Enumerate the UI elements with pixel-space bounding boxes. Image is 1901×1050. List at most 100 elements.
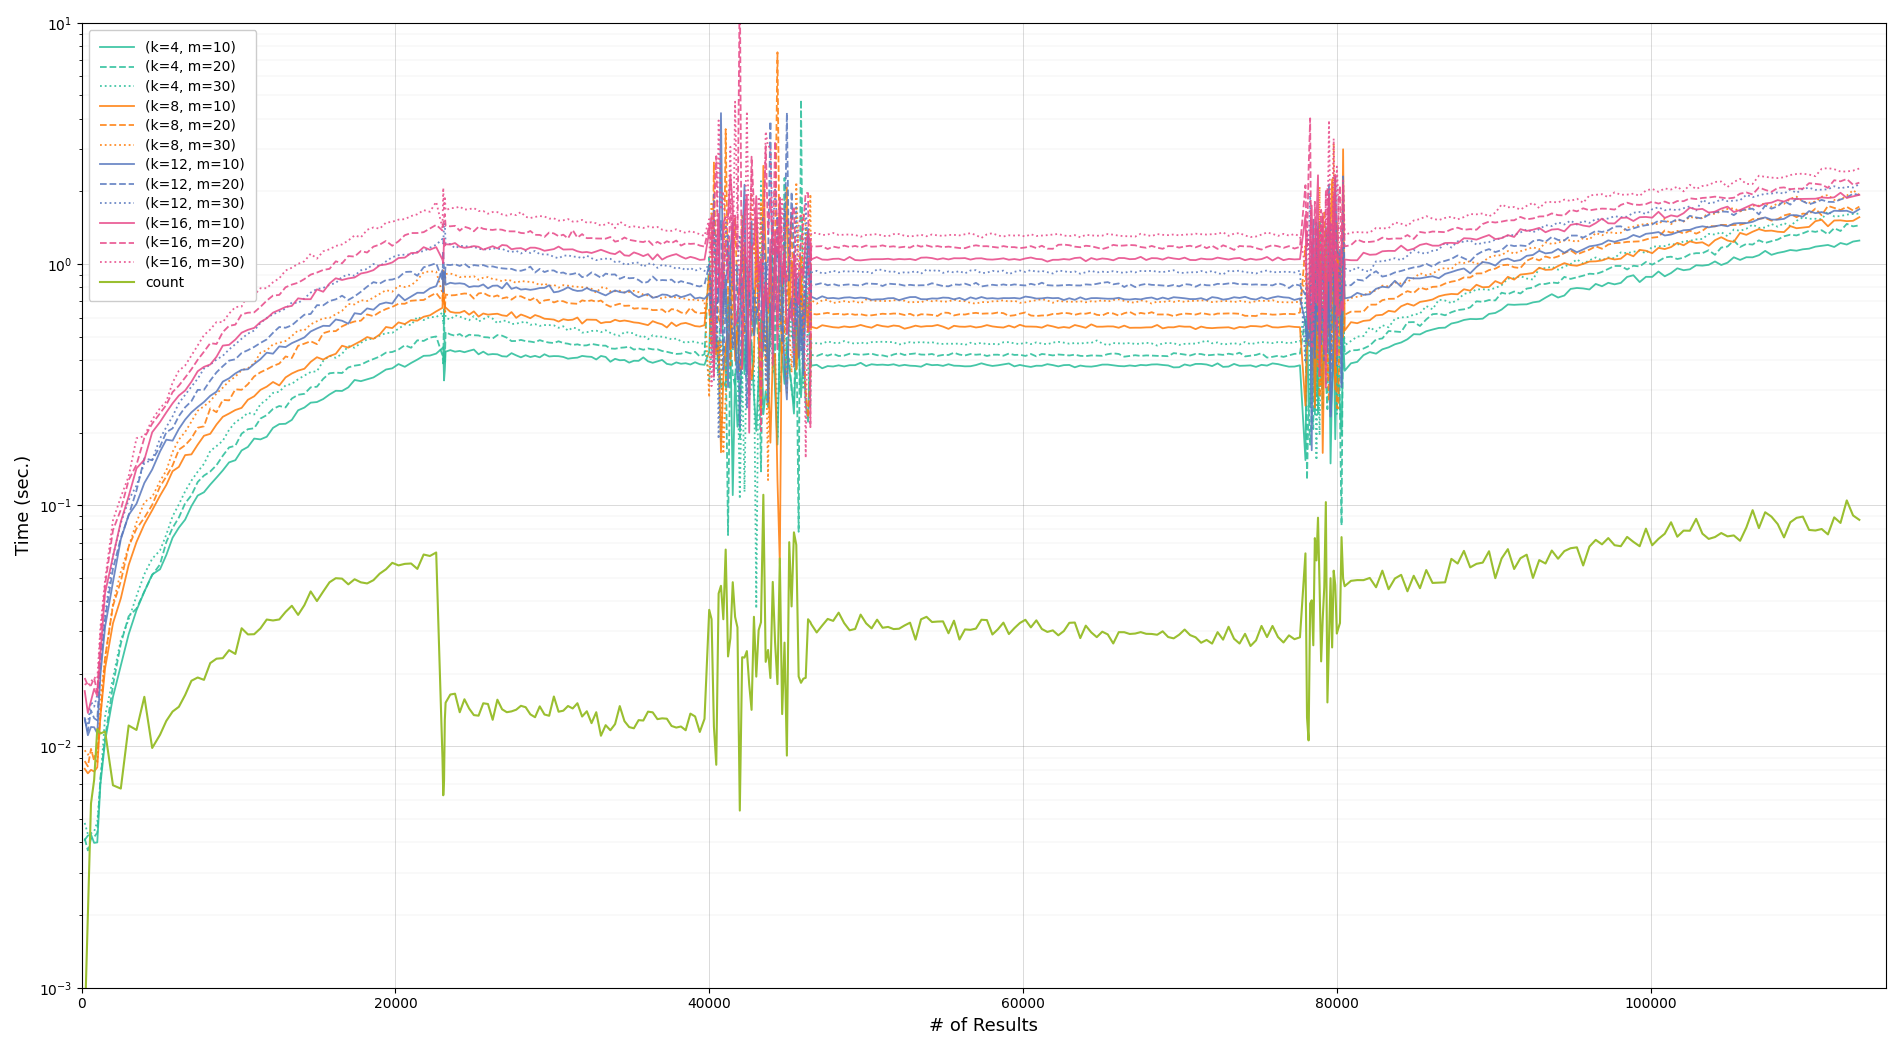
- (k=12, m=20): [74, 713, 97, 726]
- (k=12, m=20): [350, 286, 373, 298]
- (k=4, m=30): [1736, 223, 1758, 235]
- Line: (k=4, m=10): (k=4, m=10): [86, 227, 1859, 843]
- (k=4, m=10): [84, 837, 106, 849]
- Line: (k=12, m=30): (k=12, m=30): [86, 184, 1859, 723]
- (k=12, m=30): [793, 344, 816, 357]
- Line: (k=16, m=10): (k=16, m=10): [86, 174, 1859, 713]
- (k=16, m=10): [650, 253, 673, 266]
- (k=4, m=20): [350, 358, 373, 371]
- (k=16, m=10): [717, 211, 739, 224]
- (k=8, m=20): [350, 314, 373, 327]
- (k=8, m=20): [766, 46, 789, 59]
- (k=8, m=10): [793, 326, 816, 338]
- count: [646, 713, 669, 726]
- (k=16, m=30): [1736, 177, 1758, 190]
- Line: (k=4, m=30): (k=4, m=30): [86, 181, 1859, 834]
- (k=4, m=10): [650, 354, 673, 366]
- (k=12, m=30): [703, 374, 726, 386]
- (k=8, m=30): [1323, 136, 1346, 149]
- (k=8, m=30): [350, 294, 373, 307]
- Line: count: count: [86, 495, 1859, 1027]
- (k=4, m=10): [1848, 234, 1871, 247]
- count: [1848, 513, 1871, 526]
- (k=12, m=30): [650, 258, 673, 271]
- (k=16, m=10): [1736, 201, 1758, 213]
- (k=8, m=20): [74, 755, 97, 768]
- (k=12, m=30): [717, 265, 739, 277]
- (k=12, m=20): [703, 188, 726, 201]
- (k=4, m=20): [76, 844, 99, 857]
- (k=8, m=20): [703, 156, 726, 169]
- (k=4, m=20): [1848, 219, 1871, 232]
- (k=8, m=10): [74, 762, 97, 775]
- (k=16, m=20): [717, 273, 739, 286]
- (k=16, m=10): [76, 707, 99, 719]
- count: [344, 573, 367, 586]
- Line: (k=12, m=10): (k=12, m=10): [86, 113, 1859, 735]
- (k=12, m=30): [1728, 194, 1751, 207]
- (k=12, m=20): [1848, 189, 1871, 202]
- (k=16, m=10): [74, 685, 97, 697]
- (k=8, m=30): [703, 362, 726, 375]
- X-axis label: # of Results: # of Results: [930, 1017, 1038, 1035]
- (k=8, m=20): [76, 760, 99, 773]
- (k=16, m=30): [724, 96, 747, 108]
- (k=16, m=30): [74, 677, 97, 690]
- (k=12, m=30): [1848, 177, 1871, 190]
- (k=16, m=20): [1736, 186, 1758, 198]
- count: [700, 613, 722, 626]
- (k=16, m=20): [86, 686, 108, 698]
- (k=16, m=30): [650, 224, 673, 236]
- (k=4, m=10): [1314, 220, 1336, 233]
- (k=8, m=30): [1848, 189, 1871, 202]
- (k=16, m=30): [350, 231, 373, 244]
- (k=4, m=30): [76, 827, 99, 840]
- (k=12, m=10): [350, 308, 373, 320]
- (k=4, m=20): [795, 284, 817, 296]
- (k=12, m=10): [74, 712, 97, 724]
- (k=16, m=20): [74, 672, 97, 685]
- count: [753, 488, 776, 501]
- (k=16, m=30): [717, 215, 739, 228]
- (k=4, m=30): [703, 295, 726, 308]
- (k=12, m=20): [795, 277, 817, 290]
- (k=12, m=20): [1736, 203, 1758, 215]
- (k=16, m=20): [650, 238, 673, 251]
- (k=8, m=10): [1736, 229, 1758, 242]
- (k=4, m=30): [650, 331, 673, 343]
- (k=4, m=30): [1848, 207, 1871, 219]
- (k=12, m=20): [776, 106, 798, 119]
- (k=12, m=10): [1848, 203, 1871, 215]
- Y-axis label: Time (sec.): Time (sec.): [15, 455, 32, 555]
- (k=8, m=20): [795, 384, 817, 397]
- (k=4, m=10): [350, 375, 373, 387]
- Line: (k=8, m=10): (k=8, m=10): [86, 149, 1859, 774]
- count: [74, 1021, 97, 1033]
- (k=16, m=30): [703, 212, 726, 225]
- (k=8, m=30): [74, 744, 97, 757]
- (k=8, m=30): [1736, 204, 1758, 216]
- (k=8, m=10): [703, 324, 726, 337]
- (k=12, m=10): [719, 245, 741, 257]
- (k=8, m=30): [650, 292, 673, 304]
- (k=12, m=30): [76, 717, 99, 730]
- (k=8, m=10): [650, 318, 673, 331]
- count: [1728, 534, 1751, 547]
- Line: (k=12, m=20): (k=12, m=20): [86, 112, 1859, 731]
- (k=4, m=20): [1736, 237, 1758, 250]
- (k=8, m=10): [350, 335, 373, 348]
- (k=16, m=20): [350, 245, 373, 257]
- (k=8, m=30): [86, 757, 108, 770]
- (k=12, m=30): [350, 264, 373, 276]
- (k=4, m=30): [74, 817, 97, 830]
- (k=16, m=10): [703, 371, 726, 383]
- (k=12, m=20): [650, 274, 673, 287]
- Line: (k=16, m=20): (k=16, m=20): [86, 0, 1859, 692]
- (k=12, m=20): [717, 229, 739, 242]
- (k=4, m=10): [717, 291, 739, 303]
- (k=4, m=20): [717, 529, 739, 542]
- (k=16, m=20): [703, 209, 726, 222]
- (k=8, m=10): [1333, 143, 1355, 155]
- (k=16, m=10): [795, 234, 817, 247]
- (k=12, m=10): [709, 107, 732, 120]
